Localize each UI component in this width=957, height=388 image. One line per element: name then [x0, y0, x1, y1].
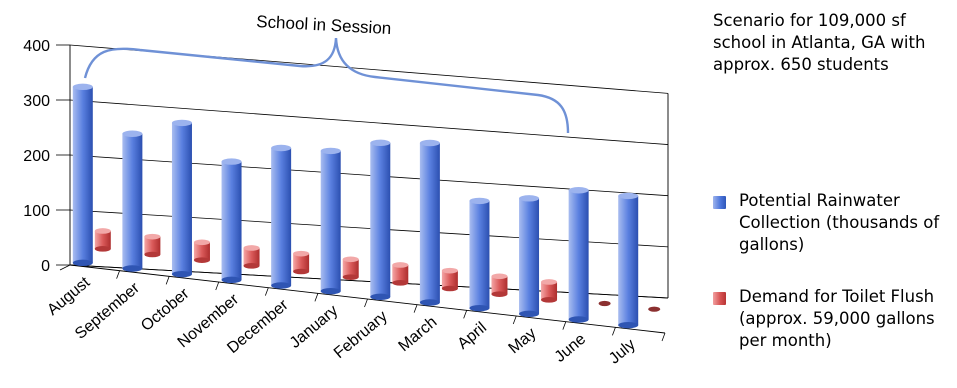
floor-back-edge [69, 264, 669, 299]
gridline [69, 99, 669, 145]
bar-flush [144, 233, 161, 258]
bar-rainwater [271, 144, 292, 289]
legend-swatch-flush [713, 292, 726, 305]
x-tick [314, 293, 319, 302]
x-tick [612, 327, 616, 336]
bar-flush [392, 262, 409, 286]
x-tick [364, 298, 368, 308]
y-tick-label: 200 [23, 148, 50, 165]
scenario-note: Scenario for 109,000 sf school in Atlant… [713, 11, 926, 74]
bars [72, 83, 661, 329]
gridline [69, 154, 669, 197]
x-tick-label: March [395, 314, 440, 356]
bar-rainwater [419, 139, 440, 306]
bar-rainwater [568, 187, 589, 323]
x-tick-label: April [455, 319, 490, 353]
bar-rainwater [122, 130, 143, 272]
legend-label-flush: Demand for Toilet Flush (approx. 59,000 … [739, 287, 935, 350]
floor-left-edge [59, 264, 71, 271]
y-tick-label: 0 [41, 258, 50, 275]
legend-item-rainwater: Potential Rainwater Collection (thousand… [713, 190, 957, 256]
x-tick-label: May [506, 325, 540, 357]
x-tick [264, 287, 269, 296]
x-tick [215, 281, 220, 291]
bar-rainwater [469, 197, 490, 312]
bar-flush [441, 267, 458, 292]
x-tick [463, 310, 468, 319]
x-tick-label: October [138, 285, 193, 335]
x-tick-label: January [287, 302, 342, 352]
bar-flush [491, 273, 508, 297]
bar-rainwater [72, 83, 93, 267]
y-tick-label: 100 [23, 203, 50, 220]
x-tick-label: August [44, 274, 94, 319]
bar-flush [342, 256, 359, 280]
bar-rainwater [618, 192, 639, 329]
bar-rainwater [171, 119, 192, 278]
bar-flush [598, 300, 611, 307]
bar-flush [193, 239, 210, 263]
x-tick [165, 276, 170, 285]
bar-flush [293, 250, 310, 275]
legend-item-flush: Demand for Toilet Flush (approx. 59,000 … [713, 286, 957, 352]
legend-swatch-rainwater [713, 196, 726, 209]
y-tick-label: 300 [23, 93, 50, 110]
x-tick-label: July [606, 336, 639, 367]
annotation-label: School in Session [256, 12, 392, 38]
bar-rainwater [221, 158, 242, 284]
y-tick-label: 400 [23, 38, 50, 55]
bar-rainwater [320, 147, 341, 295]
bar-flush [243, 245, 260, 269]
bar-flush [541, 279, 558, 303]
x-tick [661, 332, 666, 342]
bar-flush [648, 306, 661, 312]
bar-rainwater [370, 139, 391, 301]
x-tick [413, 304, 418, 313]
x-tick [562, 321, 567, 330]
x-tick-label: June [552, 330, 590, 365]
legend-label-rainwater: Potential Rainwater Collection (thousand… [739, 191, 940, 254]
axes [56, 44, 669, 342]
bar-rainwater [519, 195, 540, 318]
annotation: School in Session [83, 12, 570, 134]
gridline [69, 209, 669, 248]
legend: Potential Rainwater Collection (thousand… [713, 190, 957, 352]
x-tick [116, 270, 120, 279]
bar-flush [94, 228, 111, 252]
school-session-bracket [83, 37, 570, 134]
x-tick [512, 315, 517, 325]
